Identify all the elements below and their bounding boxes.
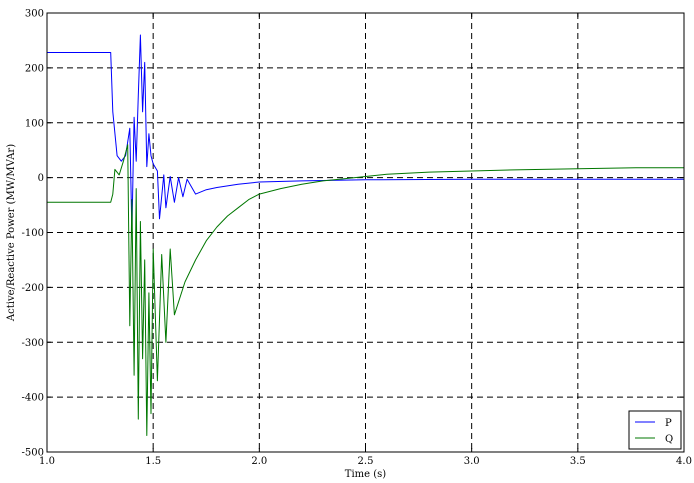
- legend-box: [628, 410, 682, 450]
- x-tick-label: 2.5: [358, 456, 374, 467]
- y-axis-label: Active/Reactive Power (MW/MVAr): [6, 144, 17, 322]
- grid-lines: [47, 13, 684, 452]
- legend-label-p: P: [665, 418, 672, 429]
- y-tick-label: 0: [38, 173, 44, 184]
- y-tick-label: 200: [25, 63, 44, 74]
- y-tick-label: -300: [22, 338, 44, 349]
- y-tick-label: -100: [22, 228, 44, 239]
- y-tick-label: -400: [22, 393, 44, 404]
- legend-label-q: Q: [665, 434, 673, 445]
- x-tick-label: 3.5: [570, 456, 586, 467]
- axis-ticks: 1.0 1.5 2.0 2.5 3.0 3.5 4.0 300 200 100 0 -100 -200 -…: [22, 9, 692, 468]
- series-lines: [47, 34, 684, 436]
- y-tick-label: -200: [22, 283, 44, 294]
- y-tick-label: -500: [22, 448, 44, 459]
- x-tick-label: 1.0: [39, 456, 55, 467]
- series-line-p: [47, 34, 684, 233]
- legend: PQ: [628, 410, 682, 450]
- x-tick-label: 3.0: [464, 456, 480, 467]
- x-axis-label: Time (s): [345, 469, 386, 480]
- y-tick-label: 300: [25, 9, 44, 20]
- y-tick-label: 100: [25, 118, 44, 129]
- x-tick-label: 1.5: [145, 456, 161, 467]
- x-tick-label: 2.0: [251, 456, 267, 467]
- series-line-q: [47, 144, 684, 436]
- x-tick-label: 4.0: [676, 456, 692, 467]
